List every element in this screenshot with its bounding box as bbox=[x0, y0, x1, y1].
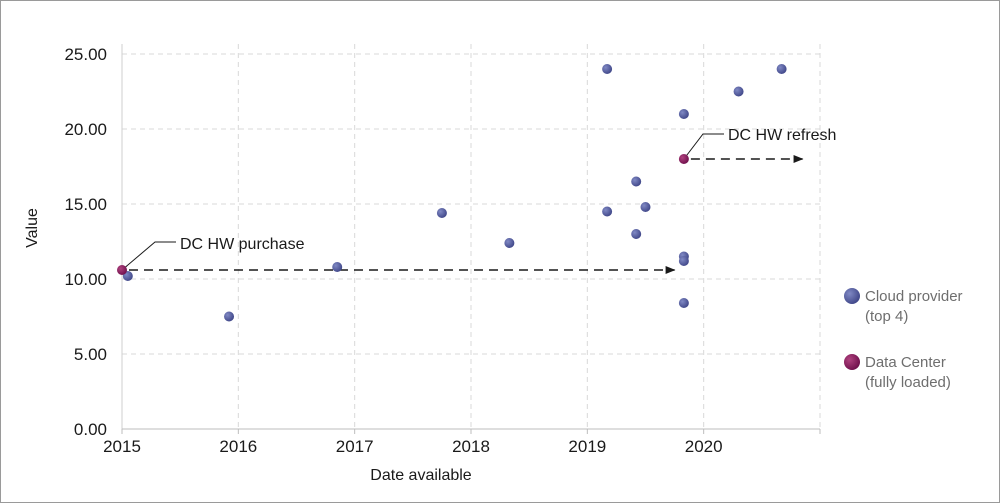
cloud-provider-point bbox=[631, 229, 642, 239]
legend-label: (fully loaded) bbox=[865, 374, 951, 391]
cloud-provider-point bbox=[631, 176, 642, 187]
data-center-point bbox=[117, 265, 127, 275]
y-tick-label: 0.00 bbox=[74, 420, 107, 439]
data-points bbox=[117, 64, 787, 322]
cloud-provider-point bbox=[678, 256, 689, 266]
data-center-legend-marker bbox=[844, 354, 860, 370]
cloud-provider-point bbox=[733, 86, 744, 97]
x-tick-label: 2019 bbox=[568, 437, 606, 456]
cloud-provider-point bbox=[332, 262, 343, 272]
legend-label: (top 4) bbox=[865, 308, 908, 325]
cloud-provider-point bbox=[678, 109, 689, 119]
annotation-label: DC HW purchase bbox=[180, 236, 305, 253]
y-tick-label: 15.00 bbox=[64, 195, 107, 214]
y-tick-label: 10.00 bbox=[64, 270, 107, 289]
x-axis-title: Date available bbox=[370, 467, 472, 484]
annotation-leader-line bbox=[121, 241, 176, 271]
y-tick-label: 5.00 bbox=[74, 345, 107, 364]
cloud-provider-point bbox=[224, 311, 235, 322]
x-tick-label: 2015 bbox=[103, 437, 141, 456]
grid-lines bbox=[122, 44, 821, 429]
data-center-point bbox=[678, 154, 689, 164]
x-tick-label: 2020 bbox=[685, 437, 723, 456]
y-axis-title: Value bbox=[24, 208, 41, 248]
legend-label: Cloud provider bbox=[865, 288, 963, 305]
annotations: DC HW purchase DC HW refresh bbox=[121, 127, 836, 274]
axes: 0.00 5.00 10.00 15.00 20.00 25.00 2015 2016 2017… bbox=[64, 44, 821, 456]
cloud-provider-point bbox=[504, 238, 515, 248]
x-tick-label: 2016 bbox=[219, 437, 257, 456]
cloud-provider-point bbox=[776, 64, 787, 74]
legend-label: Data Center bbox=[865, 354, 946, 371]
cloud-provider-legend-marker bbox=[844, 288, 860, 304]
y-tick-label: 20.00 bbox=[64, 120, 107, 139]
annotation-label: DC HW refresh bbox=[728, 127, 836, 144]
cloud-provider-point bbox=[602, 64, 613, 74]
cloud-provider-point bbox=[436, 208, 447, 218]
y-tick-label: 25.00 bbox=[64, 45, 107, 64]
annotation-leader-line bbox=[683, 133, 724, 160]
x-tick-label: 2017 bbox=[336, 437, 374, 456]
cloud-provider-point bbox=[602, 206, 613, 217]
cloud-provider-point bbox=[640, 202, 651, 212]
x-tick-label: 2018 bbox=[452, 437, 490, 456]
cloud-provider-point bbox=[678, 298, 689, 308]
legend: Cloud provider (top 4) Data Center (fully l… bbox=[844, 288, 963, 391]
